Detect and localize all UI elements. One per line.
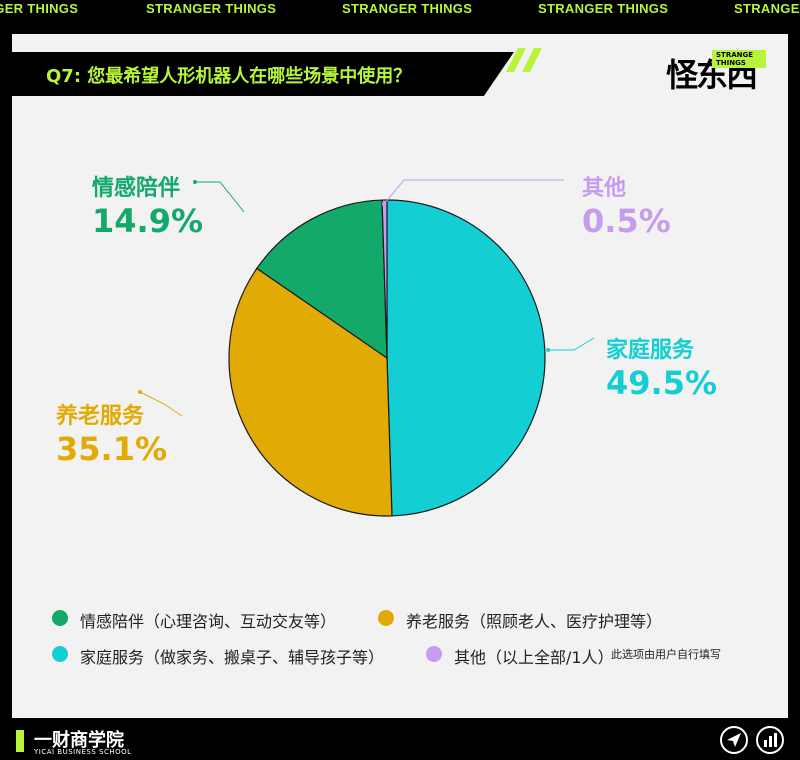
label-elderly-care: 养老服务 35.1% [56, 398, 167, 468]
footer-brand-sub: YICAI BUSINESS SCHOOL [34, 748, 132, 756]
footer-bar: 一财商学院 YICAI BUSINESS SCHOOL [0, 718, 800, 760]
legend-label: 养老服务（照顾老人、医疗护理等） [406, 612, 663, 631]
stripe-decoration [506, 48, 542, 72]
leader-dot [546, 348, 550, 352]
logo-badge: STRANGE THINGS [712, 50, 766, 68]
legend-swatch [378, 610, 394, 626]
slice-elderly-care [228, 267, 393, 517]
legend-note: 此选项由用户自行填写 [611, 648, 721, 661]
slice-name: 其他 [582, 176, 627, 201]
legend-label: 其他（以上全部/1人） [454, 648, 614, 667]
chart-card: Q7: 您最希望人形机器人在哪些场景中使用？ 怪东西 STRANGE THING… [12, 34, 788, 718]
leader-emotional-companion [195, 181, 245, 213]
leader-home-service [548, 337, 595, 351]
slice-percent: 14.9% [92, 202, 204, 240]
legend-swatch [52, 646, 68, 662]
leader-dot [138, 390, 142, 394]
slice-name: 养老服务 [56, 404, 145, 429]
legend-swatch [426, 646, 442, 662]
pie-chart [138, 179, 595, 517]
ticker-text: STRANGER THINGS [146, 1, 277, 16]
ticker-text: STRANGER THINGS [538, 1, 669, 16]
ticker-text: STRANGER THINGS [734, 1, 800, 16]
slice-name: 情感陪伴 [92, 176, 181, 201]
stats-icon[interactable] [756, 726, 784, 754]
leader-dot [193, 180, 197, 184]
slice-percent: 49.5% [606, 364, 718, 402]
slice-name: 家庭服务 [606, 338, 695, 363]
legend-label: 家庭服务（做家务、搬桌子、辅导孩子等） [80, 648, 385, 667]
ticker-text: STRANGER THINGS [342, 1, 473, 16]
legend-label: 情感陪伴（心理咨询、互动交友等） [80, 612, 337, 631]
leader-elderly-care [139, 391, 183, 417]
label-emotional-companion: 情感陪伴 14.9% [92, 170, 203, 240]
slice-emotional-companion [256, 199, 388, 360]
slice-percent: 0.5% [582, 202, 671, 240]
footer-brand-name: 一财商学院 [34, 730, 124, 751]
label-home-service: 家庭服务 49.5% [606, 332, 717, 402]
send-icon[interactable] [720, 726, 748, 754]
slice-percent: 35.1% [56, 430, 168, 468]
ticker-text: STRANGER THINGS [0, 1, 79, 16]
label-other: 其他 0.5% [582, 170, 671, 240]
title-band [12, 52, 514, 96]
question-title: Q7: 您最希望人形机器人在哪些场景中使用？ [46, 66, 412, 87]
ticker-banner: STRANGER THINGS STRANGER THINGS STRANGER… [0, 0, 800, 20]
leader-dot [382, 202, 386, 206]
slice-home-service [386, 199, 546, 517]
footer-logo-mark [16, 730, 24, 752]
logo-badge-text: STRANGE THINGS [716, 51, 754, 67]
leader-other [383, 179, 564, 205]
legend-swatch [52, 610, 68, 626]
